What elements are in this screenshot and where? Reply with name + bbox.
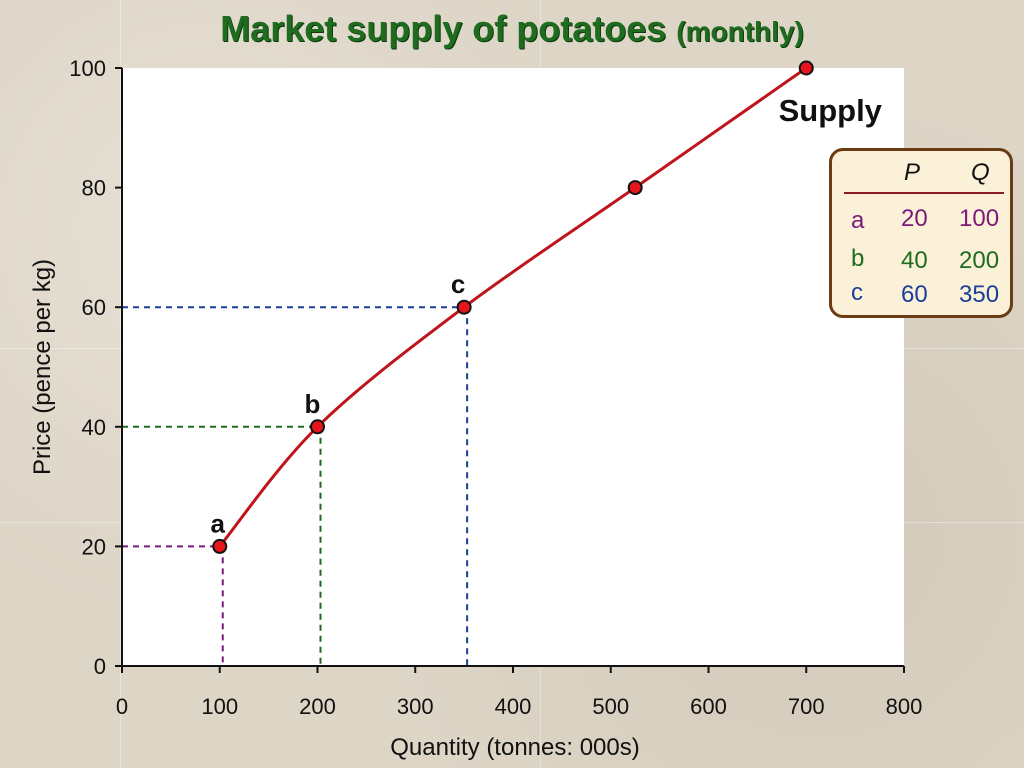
chart-title-main: Market supply of potatoes — [220, 8, 667, 49]
y-tick-label: 100 — [69, 56, 106, 81]
table-row-c-quantity: 350 — [959, 281, 1000, 308]
y-tick-label: 20 — [82, 534, 106, 559]
series-label-supply: Supply — [779, 93, 883, 128]
y-tick-label: 0 — [94, 654, 106, 679]
table-row-c-label: c — [851, 279, 863, 306]
x-axis-label: Quantity (tonnes: 000s) — [390, 734, 639, 761]
texture-seam — [120, 0, 121, 768]
y-tick-label: 40 — [82, 415, 106, 440]
x-tick-label: 200 — [299, 694, 336, 719]
supply-point — [627, 180, 643, 196]
table-row-a-quantity: 100 — [959, 205, 1000, 232]
table-row-b-price: 40 — [901, 247, 928, 274]
x-tick-label: 300 — [397, 694, 434, 719]
table-rule — [844, 192, 1004, 194]
supply-point — [310, 419, 325, 435]
y-tick-label: 60 — [82, 295, 106, 320]
x-tick-label: 100 — [201, 694, 238, 719]
table-row-b-quantity: 200 — [959, 247, 1000, 274]
point-label-a: a — [211, 508, 226, 538]
point-label-c: c — [451, 269, 465, 299]
table-row-a-price: 20 — [901, 205, 928, 232]
x-tick-label: 0 — [116, 694, 128, 719]
chart-title: Market supply of potatoes (monthly) — [0, 8, 1024, 50]
x-tick-label: 600 — [690, 694, 727, 719]
x-tick-label: 700 — [788, 694, 825, 719]
y-tick-label: 80 — [82, 176, 106, 201]
table-header-p: P — [904, 159, 921, 186]
plot-area — [122, 68, 904, 666]
table-header-q: Q — [971, 159, 990, 186]
y-axis-label: Price (pence per kg) — [29, 259, 56, 475]
supply-point — [798, 60, 814, 76]
table-row-b-label: b — [851, 245, 865, 272]
point-label-b: b — [305, 389, 321, 419]
supply-point — [212, 538, 228, 554]
chart-title-sub: (monthly) — [676, 16, 804, 47]
supply-point — [456, 299, 472, 315]
table-row-a-label: a — [851, 207, 865, 234]
x-tick-label: 400 — [495, 694, 532, 719]
x-tick-label: 800 — [886, 694, 923, 719]
price-quantity-table: P Q a 20 100 b 40 200 c 60 350 — [829, 148, 1013, 318]
table-row-c-price: 60 — [901, 281, 928, 308]
x-tick-label: 500 — [592, 694, 629, 719]
